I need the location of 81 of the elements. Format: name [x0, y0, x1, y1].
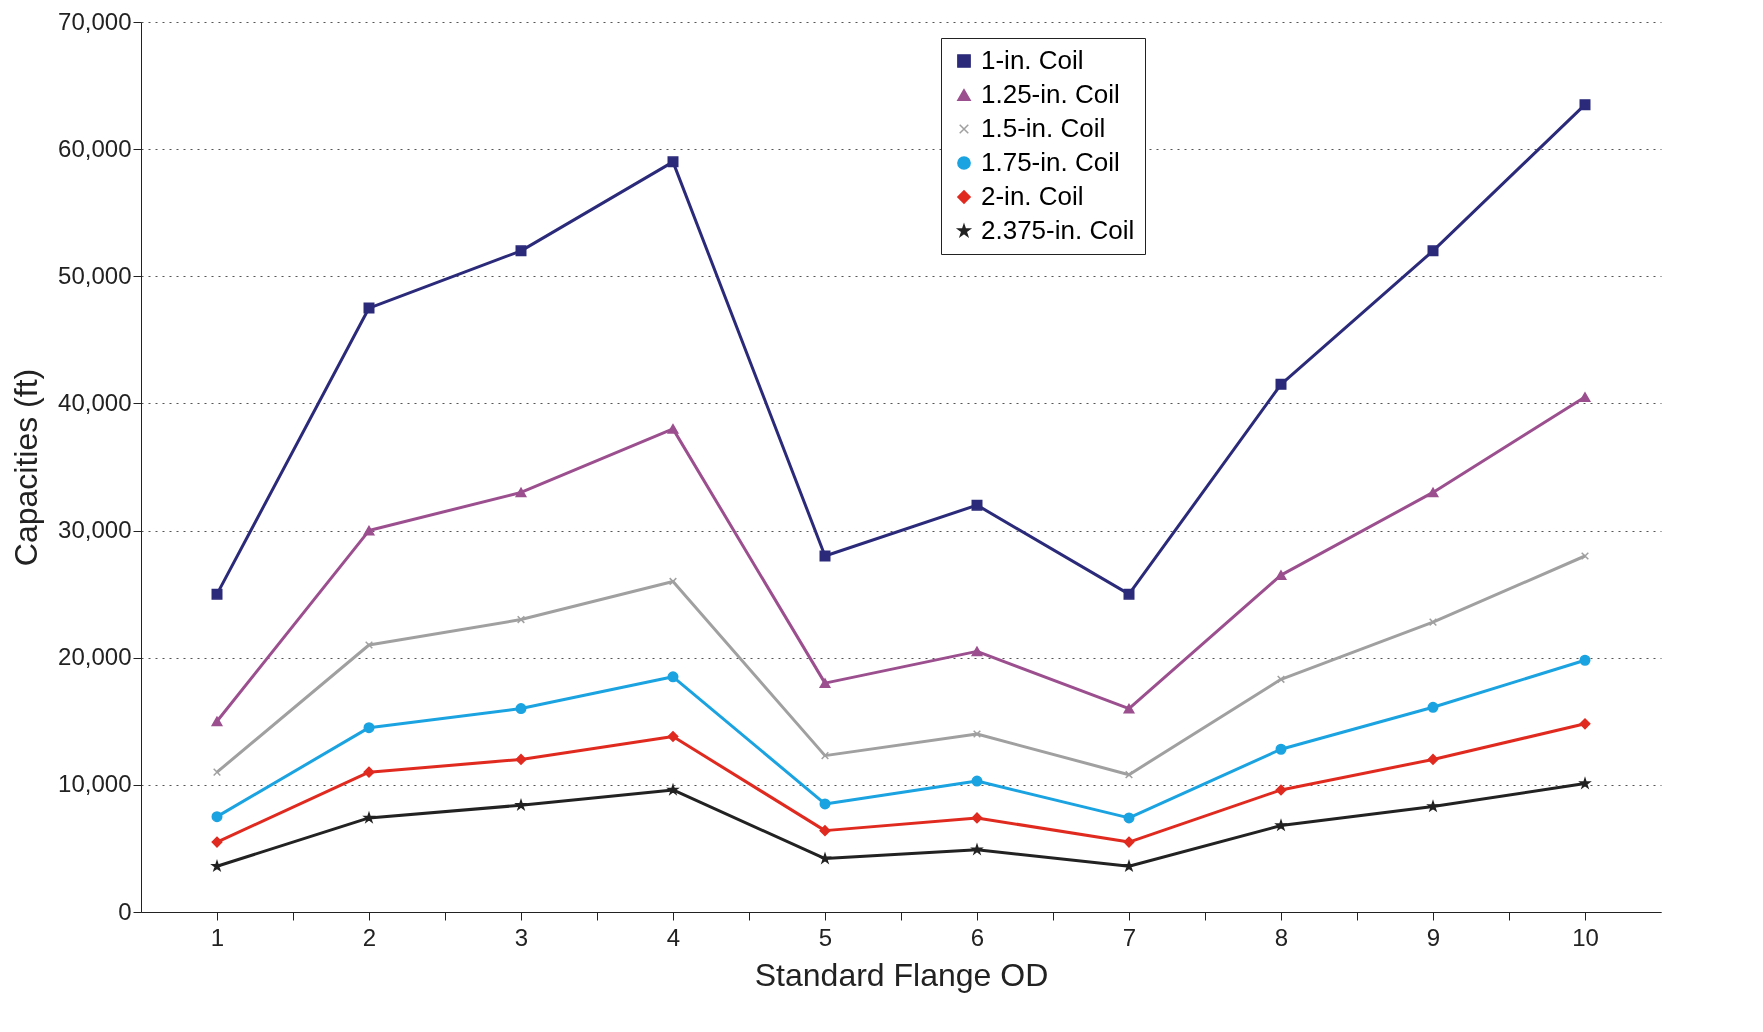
y-tick-label: 0	[118, 897, 132, 925]
y-axis-title: Capacities (ft)	[8, 368, 45, 567]
x-tick-label: 7	[1122, 923, 1137, 951]
x-tick-label: 2	[362, 923, 377, 951]
point	[363, 525, 375, 536]
point	[667, 784, 679, 795]
point	[1275, 378, 1287, 390]
point	[212, 768, 222, 777]
point	[1427, 701, 1439, 713]
point	[1123, 860, 1135, 871]
point	[1428, 618, 1438, 627]
point	[1427, 487, 1439, 498]
x-tick-label: 1	[210, 923, 225, 951]
point	[1123, 703, 1135, 714]
y-tick-label: 50,000	[58, 261, 132, 289]
point	[515, 487, 527, 498]
legend-label: 1-in. Coil	[981, 45, 1084, 75]
y-tick-label: 10,000	[58, 770, 132, 798]
point	[1275, 784, 1287, 796]
point	[363, 766, 375, 778]
legend-label: 1.25-in. Coil	[981, 79, 1120, 109]
point	[515, 753, 527, 765]
point	[1275, 743, 1287, 755]
point	[1579, 718, 1591, 730]
point	[819, 678, 831, 688]
x-tick-label: 3	[514, 923, 529, 951]
point	[1579, 392, 1591, 402]
legend-label: 2.375-in. Coil	[981, 215, 1135, 245]
legend-label: 1.75-in. Coil	[981, 147, 1120, 177]
point	[211, 836, 223, 848]
x-axis-title: Standard Flange OD	[754, 956, 1049, 993]
y-tick-label: 30,000	[58, 516, 132, 544]
point	[1427, 753, 1439, 765]
point	[515, 703, 527, 715]
x-tick-label: 5	[818, 923, 833, 951]
point	[516, 615, 526, 624]
point	[1427, 800, 1439, 812]
point	[1579, 99, 1591, 111]
point	[667, 731, 679, 743]
point	[1579, 654, 1591, 666]
point	[1123, 812, 1135, 824]
point	[515, 245, 527, 257]
point	[667, 156, 679, 168]
point	[667, 671, 679, 683]
y-tick-label: 20,000	[58, 643, 132, 671]
y-tick-label: 60,000	[58, 134, 132, 162]
y-tick-label: 40,000	[58, 388, 132, 416]
point	[1275, 570, 1287, 580]
point	[971, 499, 983, 511]
point	[1580, 551, 1590, 561]
point	[211, 860, 223, 871]
point	[515, 799, 527, 810]
x-tick-label: 6	[970, 923, 985, 951]
legend-label: 2-in. Coil	[981, 181, 1084, 211]
point	[971, 775, 983, 787]
point	[1124, 770, 1134, 779]
point	[1123, 588, 1135, 600]
point	[363, 302, 375, 314]
y-tick-label: 70,000	[58, 7, 132, 35]
x-tick-label: 4	[666, 923, 681, 951]
point	[1427, 245, 1439, 257]
point	[211, 588, 223, 600]
point	[363, 812, 375, 823]
x-tick-label: 9	[1426, 923, 1441, 951]
point	[819, 798, 831, 810]
x-tick-label: 10	[1572, 923, 1599, 951]
point	[972, 729, 982, 739]
point	[668, 577, 678, 586]
point	[1276, 675, 1286, 684]
point	[211, 811, 223, 823]
point	[971, 646, 983, 657]
point	[211, 716, 223, 727]
point	[971, 812, 983, 824]
point	[1123, 836, 1135, 848]
point	[363, 722, 375, 734]
point	[364, 640, 374, 650]
point	[820, 751, 830, 760]
point	[819, 825, 831, 837]
legend-label: 1.5-in. Coil	[981, 113, 1106, 143]
point	[667, 424, 679, 434]
x-tick-label: 8	[1274, 923, 1289, 951]
